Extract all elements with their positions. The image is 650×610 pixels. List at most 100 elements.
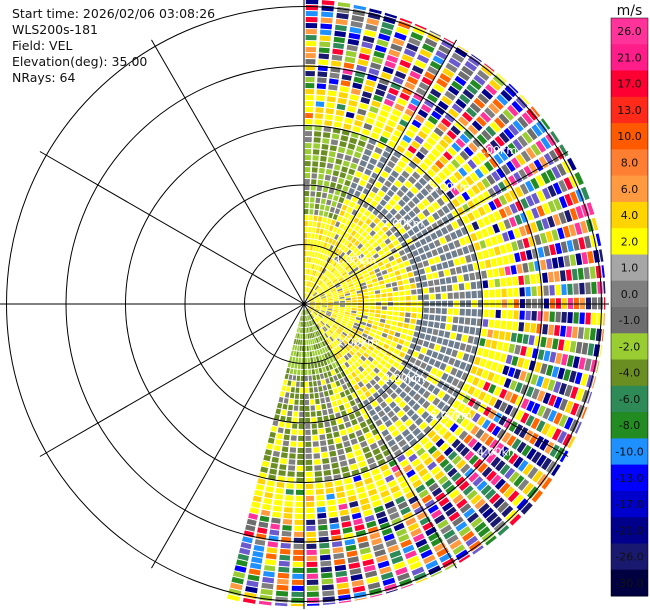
velocity-gate bbox=[530, 374, 539, 386]
colorbar-frame bbox=[610, 17, 649, 597]
velocity-gate bbox=[579, 312, 585, 325]
velocity-gate bbox=[497, 221, 506, 232]
velocity-gate bbox=[333, 341, 338, 347]
velocity-gate bbox=[347, 38, 360, 46]
velocity-gate bbox=[364, 451, 373, 459]
velocity-gate bbox=[493, 386, 502, 397]
velocity-gate bbox=[455, 333, 463, 341]
velocity-gate bbox=[341, 357, 347, 363]
velocity-gate bbox=[342, 263, 349, 269]
velocity-gate bbox=[374, 405, 382, 413]
velocity-gate bbox=[439, 254, 447, 262]
velocity-gate bbox=[321, 299, 327, 302]
velocity-gate bbox=[531, 192, 540, 205]
velocity-gate bbox=[464, 450, 475, 461]
velocity-gate bbox=[310, 269, 313, 275]
velocity-gate bbox=[393, 522, 405, 532]
velocity-gate bbox=[372, 126, 382, 135]
velocity-gate bbox=[297, 441, 304, 447]
velocity-gate bbox=[289, 393, 295, 399]
velocity-gate bbox=[423, 157, 433, 167]
velocity-gate bbox=[549, 285, 555, 296]
velocity-gate bbox=[321, 354, 326, 360]
velocity-gate bbox=[292, 423, 298, 429]
velocity-gate bbox=[315, 107, 324, 113]
velocity-gate bbox=[433, 127, 444, 137]
velocity-gate bbox=[314, 284, 318, 290]
polar-grid bbox=[0, 0, 609, 609]
velocity-gate bbox=[480, 111, 492, 123]
velocity-gate bbox=[300, 381, 304, 387]
velocity-gate bbox=[446, 212, 455, 222]
velocity-gate bbox=[481, 328, 488, 337]
velocity-gate bbox=[432, 329, 439, 336]
velocity-gate bbox=[362, 446, 371, 454]
velocity-gate bbox=[316, 185, 323, 192]
velocity-gate bbox=[345, 148, 354, 156]
velocity-gate bbox=[360, 407, 368, 415]
velocity-gate bbox=[525, 386, 535, 398]
velocity-gate bbox=[541, 377, 550, 390]
velocity-gate bbox=[331, 315, 337, 319]
velocity-gate bbox=[342, 285, 349, 290]
velocity-gate bbox=[403, 323, 410, 329]
velocity-gate bbox=[290, 387, 295, 393]
velocity-gate bbox=[461, 265, 468, 273]
velocity-gate bbox=[404, 317, 410, 323]
velocity-gate bbox=[305, 119, 313, 125]
velocity-gate bbox=[315, 265, 319, 271]
velocity-gate bbox=[308, 321, 310, 327]
velocity-gate bbox=[347, 227, 353, 234]
velocity-gate bbox=[395, 244, 403, 251]
velocity-gate bbox=[414, 114, 425, 124]
velocity-gate bbox=[340, 260, 346, 267]
velocity-gate bbox=[369, 298, 375, 302]
velocity-gate bbox=[305, 293, 308, 299]
velocity-gate bbox=[388, 346, 395, 353]
velocity-gate bbox=[584, 358, 592, 372]
velocity-gate bbox=[330, 219, 336, 226]
velocity-gate bbox=[435, 308, 441, 314]
velocity-gate bbox=[320, 320, 325, 326]
velocity-gate bbox=[333, 295, 339, 299]
velocity-gate bbox=[520, 94, 530, 105]
velocity-gate bbox=[402, 404, 411, 413]
velocity-gate bbox=[396, 124, 406, 133]
velocity-gate bbox=[561, 298, 567, 309]
velocity-gate bbox=[488, 319, 495, 328]
velocity-gate bbox=[334, 347, 340, 353]
velocity-gate bbox=[312, 311, 317, 316]
velocity-gate bbox=[271, 517, 281, 524]
velocity-gate bbox=[326, 218, 332, 225]
velocity-gate bbox=[376, 272, 382, 277]
velocity-gate bbox=[360, 256, 367, 263]
velocity-gate bbox=[329, 357, 334, 363]
velocity-gate bbox=[315, 197, 321, 204]
velocity-gate bbox=[313, 143, 321, 149]
velocity-gate bbox=[423, 98, 435, 109]
velocity-gate bbox=[564, 193, 574, 207]
velocity-gate bbox=[541, 217, 550, 230]
velocity-gate bbox=[353, 76, 364, 84]
velocity-gate bbox=[528, 261, 535, 272]
velocity-gate bbox=[363, 249, 369, 256]
velocity-gate bbox=[587, 251, 595, 264]
velocity-gate bbox=[375, 479, 385, 487]
velocity-gate bbox=[427, 115, 439, 125]
velocity-gate bbox=[346, 489, 356, 497]
velocity-gate bbox=[476, 445, 487, 456]
velocity-gate bbox=[348, 100, 358, 107]
velocity-gate bbox=[311, 173, 318, 179]
velocity-gate bbox=[517, 478, 530, 491]
velocity-gate bbox=[334, 558, 346, 566]
velocity-gate bbox=[381, 293, 387, 298]
velocity-gate bbox=[553, 198, 562, 211]
velocity-gate bbox=[300, 339, 302, 345]
velocity-gate bbox=[531, 451, 542, 464]
velocity-gate bbox=[440, 285, 447, 292]
velocity-gate bbox=[551, 366, 560, 378]
velocity-gate bbox=[390, 392, 398, 400]
velocity-gate bbox=[309, 305, 315, 308]
velocity-gate bbox=[476, 134, 488, 145]
velocity-gate bbox=[310, 289, 314, 295]
